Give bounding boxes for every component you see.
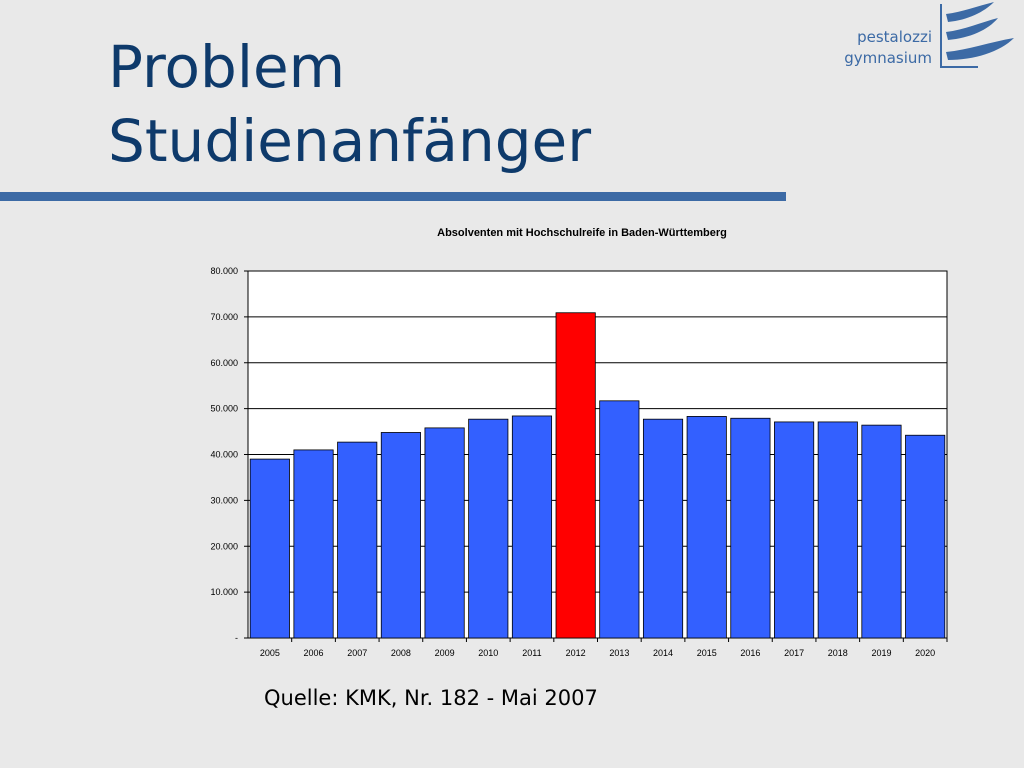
bar-2019 (861, 424, 902, 639)
title-underline-rule (0, 192, 786, 201)
x-tick-label: 2012 (566, 648, 586, 658)
bar-2010 (468, 418, 509, 639)
x-tick-label: 2006 (304, 648, 324, 658)
logo-text-line-2: gymnasium (844, 49, 932, 67)
bar-2014 (642, 418, 684, 639)
y-tick-label: 10.000 (210, 587, 238, 597)
x-axis-ticks: 2005 2006 2007 2008 2009 2010 2011 2012 2013 2014… (260, 638, 948, 658)
school-logo: pestalozzi gymnasium (830, 2, 1020, 68)
bar-2015 (686, 416, 727, 639)
y-tick-label: 40.000 (210, 450, 238, 460)
bar-2008 (380, 432, 421, 639)
x-tick-label: 2007 (347, 648, 367, 658)
x-tick-label: 2019 (871, 648, 891, 658)
bar-2013 (599, 400, 640, 639)
bar-2006 (293, 449, 334, 639)
x-tick-label: 2010 (478, 648, 498, 658)
x-tick-label: 2005 (260, 648, 280, 658)
bar-2011 (511, 415, 553, 639)
bar-2016 (730, 417, 771, 639)
x-tick-label: 2013 (609, 648, 629, 658)
bar-2017 (774, 421, 815, 639)
bar-2007 (337, 441, 378, 639)
y-tick-label: 70.000 (210, 312, 238, 322)
y-axis-ticks: - 10.000 20.000 30.000 40.000 50.000 60.000 70.… (210, 266, 248, 643)
x-tick-label: 2017 (784, 648, 804, 658)
y-tick-label: 80.000 (210, 266, 238, 276)
bar-2020 (905, 434, 946, 639)
slide-title-line-2: Studienanfänger (108, 107, 592, 175)
x-tick-label: 2016 (740, 648, 760, 658)
x-tick-label: 2009 (435, 648, 455, 658)
bars (249, 312, 946, 639)
y-tick-label: 30.000 (210, 495, 238, 505)
y-tick-label: 60.000 (210, 358, 238, 368)
y-tick-label: 50.000 (210, 404, 238, 414)
bar-2005 (249, 458, 290, 639)
x-tick-label: 2014 (653, 648, 673, 658)
y-tick-label: 20.000 (210, 541, 238, 551)
source-caption: Quelle: KMK, Nr. 182 - Mai 2007 (264, 686, 598, 710)
x-tick-label: 2018 (828, 648, 848, 658)
slide-title: Problem Studienanfänger (108, 30, 591, 178)
bar-2012 (555, 312, 596, 639)
chart-title: Absolventen mit Hochschulreife in Baden-… (437, 227, 727, 239)
x-tick-label: 2015 (697, 648, 717, 658)
x-tick-label: 2020 (915, 648, 935, 658)
y-tick-label: - (235, 633, 238, 643)
x-tick-label: 2008 (391, 648, 411, 658)
logo-text-line-1: pestalozzi (857, 28, 932, 46)
bar-2018 (817, 421, 858, 639)
bar-2009 (424, 427, 465, 639)
x-tick-label: 2011 (522, 648, 541, 658)
bar-chart: Absolventen mit Hochschulreife in Baden-… (210, 227, 948, 658)
slide-title-line-1: Problem (108, 33, 346, 101)
pestalozzi-wave-logo-icon (940, 2, 1014, 68)
